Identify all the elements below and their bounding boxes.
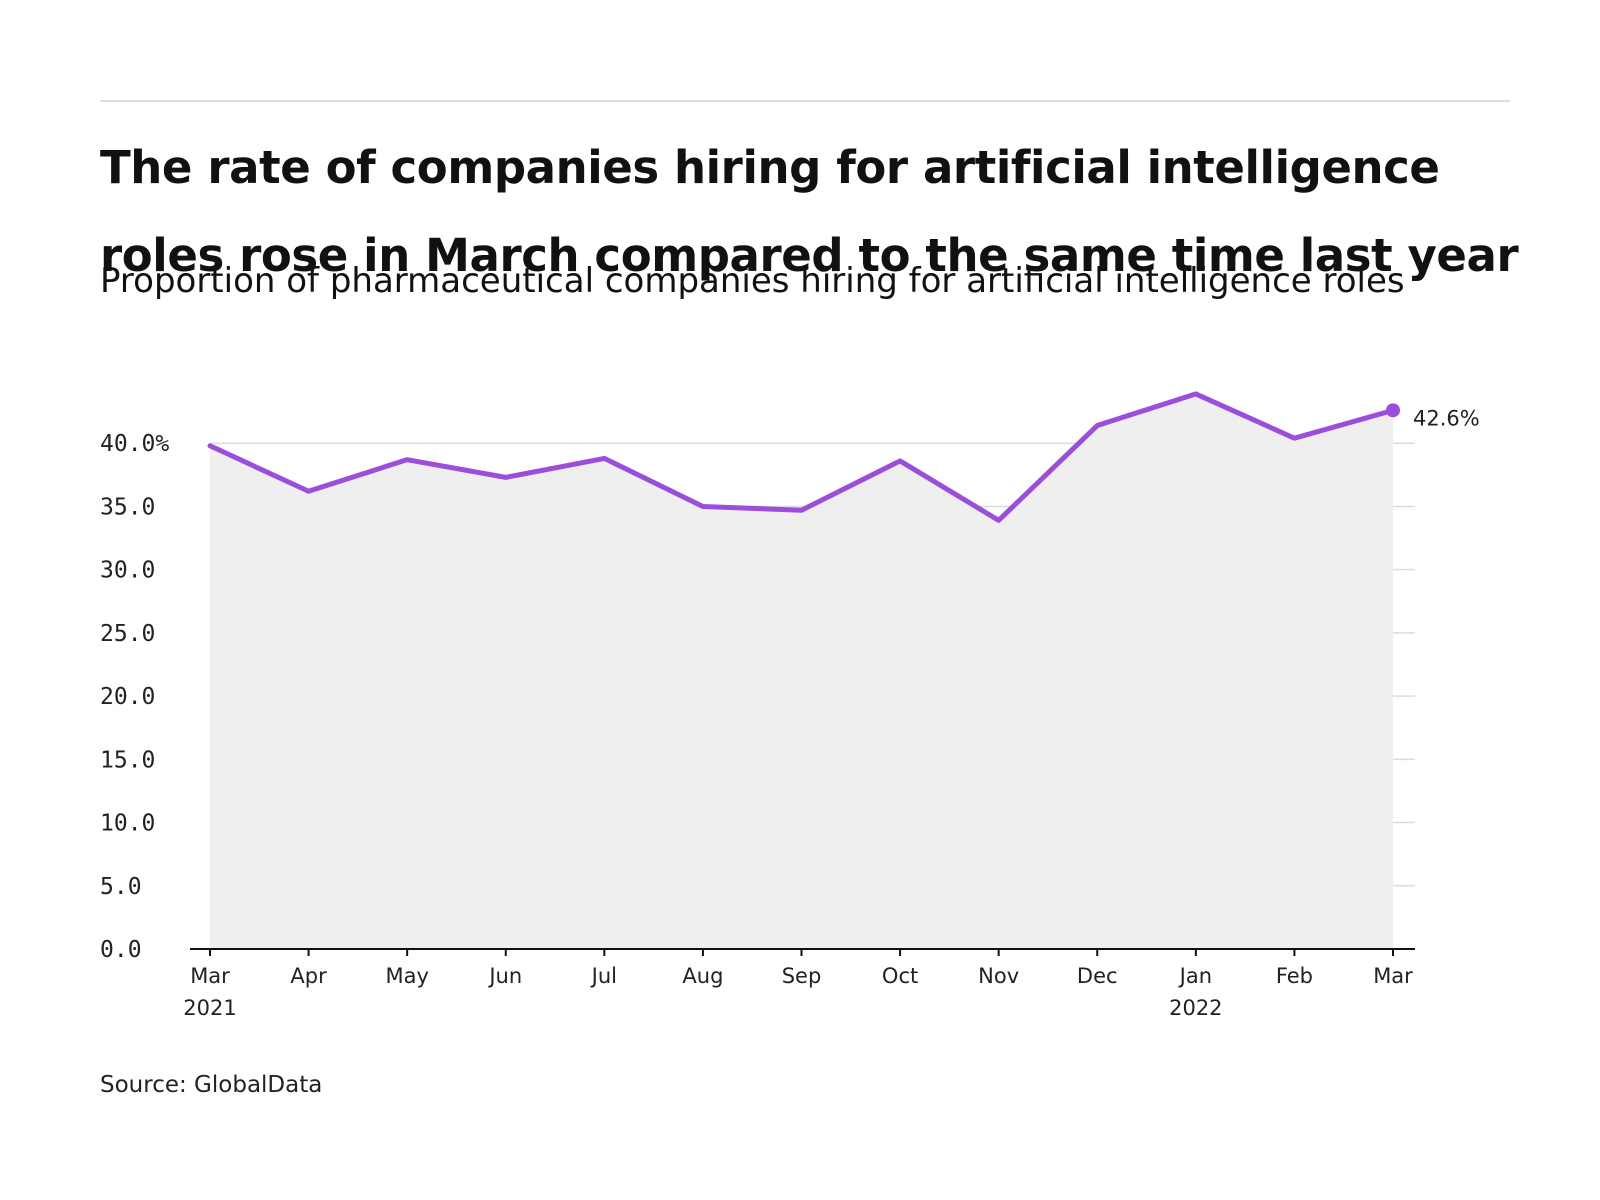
- x-axis-ticks: Mar 2021 Apr May Jun Jul Aug Sep Oct Nov Dec Jan 202…: [183, 949, 1413, 1020]
- y-tick-label: 25.0: [100, 621, 155, 647]
- x-tick-label: Apr: [290, 964, 327, 988]
- y-tick-label: 20.0: [100, 684, 155, 710]
- end-point-marker: [1386, 403, 1400, 418]
- line-chart: 0.0 5.0 10.0 15.0 20.0 25.0 30.0 35.0 40.0% Mar 2…: [100, 391, 1480, 1020]
- x-tick-label: Mar: [1373, 964, 1413, 988]
- x-tick-label: May: [385, 964, 428, 988]
- top-rule: [100, 100, 1510, 102]
- x-tick-label: Jan: [1178, 964, 1212, 988]
- x-tick-label: Jun: [487, 964, 522, 988]
- x-tick-label: 2022: [1169, 996, 1222, 1020]
- y-axis-ticks: 0.0 5.0 10.0 15.0 20.0 25.0 30.0 35.0 40.0%: [100, 431, 169, 963]
- y-tick-label: 5.0: [100, 874, 142, 900]
- chart-subtitle: Proportion of pharmaceutical companies h…: [100, 261, 1405, 301]
- x-tick-label: 2021: [183, 996, 236, 1020]
- x-tick-label: Mar: [190, 964, 230, 988]
- x-tick-label: Oct: [882, 964, 918, 988]
- x-tick-label: Jul: [590, 964, 617, 988]
- series-line: [207, 391, 1396, 523]
- x-tick-label: Feb: [1276, 964, 1313, 988]
- end-value-label: 42.6%: [1413, 406, 1480, 430]
- source-note: Source: GlobalData: [100, 1072, 323, 1098]
- y-tick-label: 35.0: [100, 494, 155, 520]
- y-tick-label: 30.0: [100, 558, 155, 584]
- chart-title: The rate of companies hiring for artific…: [100, 141, 1519, 282]
- x-tick-label: Dec: [1077, 964, 1118, 988]
- y-tick-label: 0.0: [100, 937, 142, 963]
- x-tick-label: Nov: [978, 964, 1019, 988]
- x-tick-label: Aug: [682, 964, 723, 988]
- x-tick-label: Sep: [782, 964, 822, 988]
- area-fill: [210, 393, 1393, 949]
- y-tick-label: 15.0: [100, 747, 155, 773]
- y-tick-label: 10.0: [100, 811, 155, 837]
- y-tick-label: 40.0%: [100, 431, 169, 457]
